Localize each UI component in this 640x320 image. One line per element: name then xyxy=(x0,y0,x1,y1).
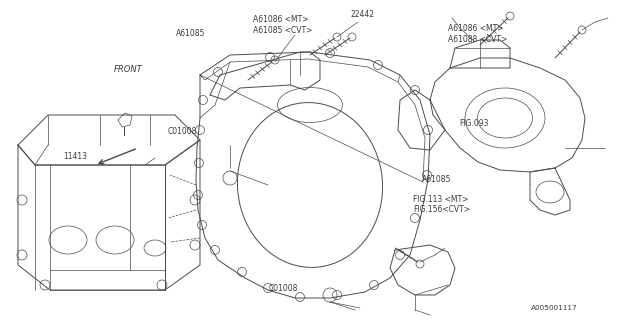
Text: FRONT: FRONT xyxy=(114,65,143,74)
Text: A61088 <CVT>: A61088 <CVT> xyxy=(448,35,508,44)
Text: C01008: C01008 xyxy=(168,127,197,136)
Text: A61085: A61085 xyxy=(422,175,452,184)
Text: FIG.156<CVT>: FIG.156<CVT> xyxy=(413,205,470,214)
Text: 11413: 11413 xyxy=(63,152,87,161)
Text: FIG.093: FIG.093 xyxy=(460,119,489,128)
Text: 22442: 22442 xyxy=(351,10,375,19)
Text: A61085: A61085 xyxy=(176,29,205,38)
Text: A61085 <CVT>: A61085 <CVT> xyxy=(253,26,312,35)
Text: C01008: C01008 xyxy=(269,284,298,293)
Text: FIG.113 <MT>: FIG.113 <MT> xyxy=(413,196,468,204)
Text: A61086 <MT>: A61086 <MT> xyxy=(253,15,308,24)
Text: A005001117: A005001117 xyxy=(531,305,578,311)
Text: A61086 <MT>: A61086 <MT> xyxy=(448,24,504,33)
